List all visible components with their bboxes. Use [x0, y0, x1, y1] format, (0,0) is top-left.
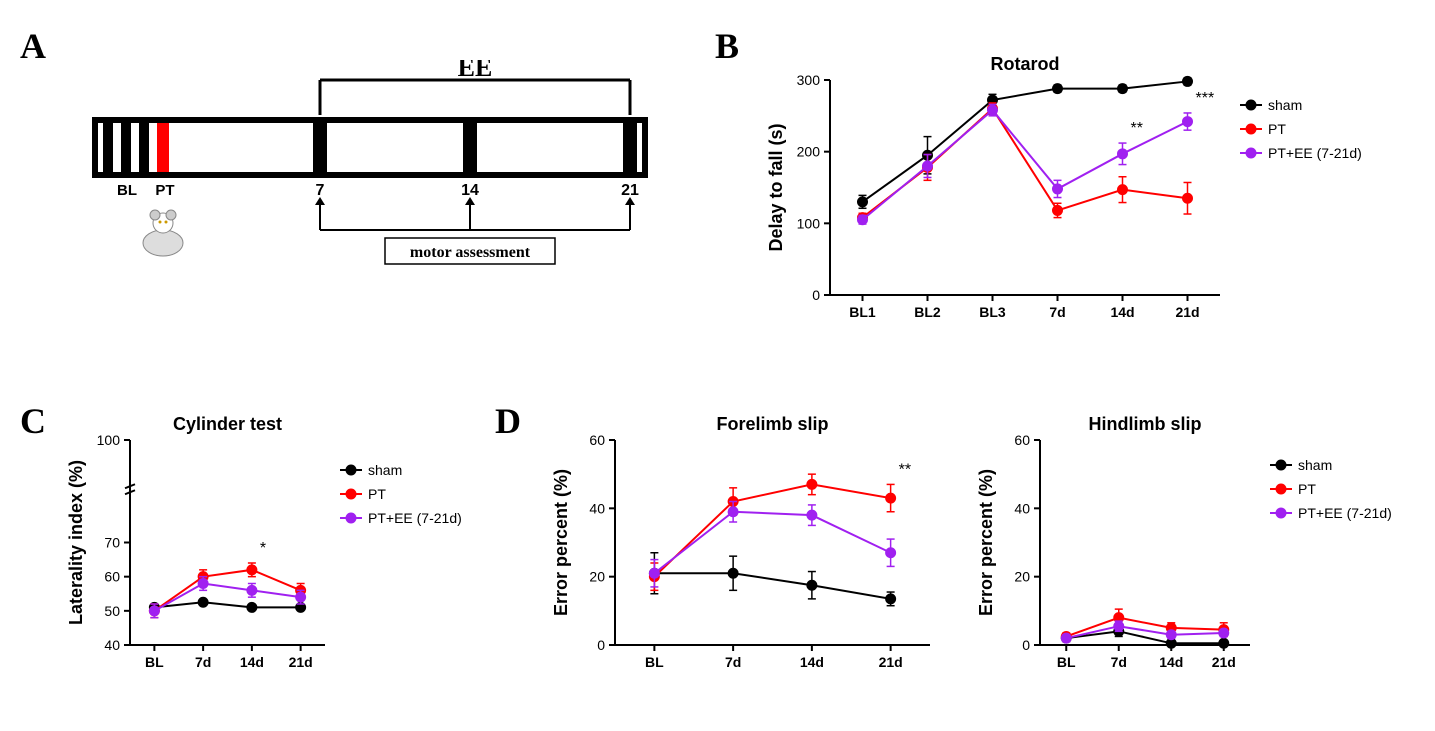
svg-text:sham: sham — [1298, 457, 1332, 473]
svg-text:21d: 21d — [1175, 304, 1199, 320]
svg-text:14d: 14d — [1159, 654, 1183, 670]
svg-text:60: 60 — [1014, 432, 1030, 448]
svg-text:40: 40 — [589, 500, 605, 516]
svg-text:PT: PT — [1268, 121, 1286, 137]
svg-text:300: 300 — [797, 72, 821, 88]
svg-text:BL: BL — [145, 654, 164, 670]
svg-text:PT: PT — [368, 486, 386, 502]
svg-text:Hindlimb slip: Hindlimb slip — [1088, 414, 1201, 434]
svg-text:100: 100 — [97, 432, 121, 448]
panel-d-forelimb-svg: Forelimb slip 0 20 40 60 BL 7d 14d 21d Error perc… — [540, 410, 950, 700]
svg-text:70: 70 — [104, 535, 120, 551]
svg-text:21d: 21d — [289, 654, 313, 670]
svg-text:sham: sham — [368, 462, 402, 478]
panel-b-svg: Rotarod 0 100 200 300 BL1 BL2 BL3 7d 14d 21d Delay … — [760, 50, 1400, 350]
svg-text:sham: sham — [1268, 97, 1302, 113]
svg-text:Cylinder test: Cylinder test — [173, 414, 282, 434]
svg-text:motor assessment: motor assessment — [410, 244, 531, 261]
svg-text:21: 21 — [621, 182, 639, 199]
svg-text:100: 100 — [797, 215, 821, 231]
svg-text:BL1: BL1 — [849, 304, 876, 320]
panel-d-hindlimb-svg: Hindlimb slip 0 20 40 60 BL 7d 14d 21d Error perc… — [970, 410, 1410, 700]
svg-text:BL3: BL3 — [979, 304, 1006, 320]
svg-text:60: 60 — [589, 432, 605, 448]
svg-text:**: ** — [899, 461, 911, 478]
svg-text:21d: 21d — [1212, 654, 1236, 670]
svg-text:***: *** — [1196, 90, 1215, 107]
svg-text:PT+EE (7-21d): PT+EE (7-21d) — [1298, 505, 1392, 521]
svg-text:20: 20 — [589, 569, 605, 585]
panel-label-b: B — [715, 25, 739, 67]
svg-text:PT: PT — [1298, 481, 1316, 497]
svg-text:PT+EE (7-21d): PT+EE (7-21d) — [1268, 145, 1362, 161]
svg-text:40: 40 — [104, 637, 120, 653]
svg-text:Laterality index (%): Laterality index (%) — [66, 460, 86, 625]
figure: A B C D EE BL PT 7 14 21 motor assessment Rota… — [20, 20, 1415, 711]
svg-text:BL: BL — [117, 182, 137, 199]
svg-text:7: 7 — [316, 182, 325, 199]
panel-c-svg: Cylinder test 40 50 60 70 100 BL 7d 14d 21d Latera… — [60, 410, 480, 700]
svg-text:7d: 7d — [1111, 654, 1127, 670]
panel-label-a: A — [20, 25, 46, 67]
svg-text:Delay to fall (s): Delay to fall (s) — [766, 123, 786, 251]
svg-text:Error percent (%): Error percent (%) — [976, 469, 996, 616]
svg-text:BL: BL — [645, 654, 664, 670]
svg-text:21d: 21d — [879, 654, 903, 670]
panel-label-c: C — [20, 400, 46, 442]
svg-text:7d: 7d — [195, 654, 211, 670]
svg-text:14d: 14d — [1110, 304, 1134, 320]
svg-text:**: ** — [1131, 120, 1143, 137]
panel-a-svg: EE BL PT 7 14 21 motor assessment — [75, 60, 665, 330]
panel-label-d: D — [495, 400, 521, 442]
svg-text:7d: 7d — [1049, 304, 1065, 320]
svg-text:*: * — [260, 540, 266, 557]
svg-text:PT: PT — [155, 182, 174, 199]
svg-text:EE: EE — [458, 60, 493, 82]
svg-text:14d: 14d — [240, 654, 264, 670]
svg-text:Forelimb slip: Forelimb slip — [716, 414, 828, 434]
svg-text:14: 14 — [461, 182, 479, 199]
svg-text:20: 20 — [1014, 569, 1030, 585]
svg-text:PT+EE (7-21d): PT+EE (7-21d) — [368, 510, 462, 526]
svg-text:50: 50 — [104, 603, 120, 619]
svg-text:0: 0 — [597, 637, 605, 653]
svg-text:200: 200 — [797, 144, 821, 160]
svg-text:BL2: BL2 — [914, 304, 941, 320]
svg-text:Error percent (%): Error percent (%) — [551, 469, 571, 616]
svg-text:BL: BL — [1057, 654, 1076, 670]
svg-text:0: 0 — [1022, 637, 1030, 653]
svg-text:Rotarod: Rotarod — [991, 54, 1060, 74]
svg-text:7d: 7d — [725, 654, 741, 670]
svg-text:60: 60 — [104, 569, 120, 585]
svg-text:14d: 14d — [800, 654, 824, 670]
svg-text:40: 40 — [1014, 500, 1030, 516]
svg-text:0: 0 — [812, 287, 820, 303]
